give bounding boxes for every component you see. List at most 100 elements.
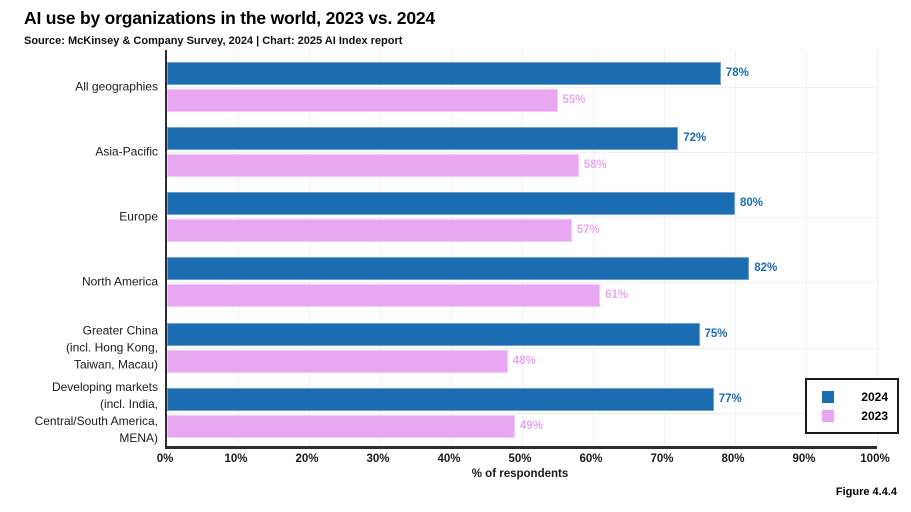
bar-value: 49 bbox=[519, 420, 533, 432]
gridline-vertical bbox=[592, 50, 594, 446]
bar-2024 bbox=[167, 192, 735, 215]
gridline-horizontal bbox=[167, 87, 877, 88]
bar-value-label: 77% bbox=[719, 388, 742, 411]
legend-label: 2023 bbox=[861, 408, 888, 423]
bar-2024 bbox=[167, 127, 679, 150]
figure-caption: Figure 4.4.4 bbox=[835, 486, 897, 498]
bar-2023 bbox=[167, 284, 601, 307]
bar-value-suffix: % bbox=[532, 420, 543, 432]
x-tick-label: 70% bbox=[650, 453, 674, 465]
chart-subtitle: Source: McKinsey & Company Survey, 2024 … bbox=[24, 35, 403, 47]
gridline-vertical bbox=[521, 50, 523, 446]
category-label-line: Central/South America, bbox=[34, 414, 158, 428]
bar-2023 bbox=[167, 415, 515, 438]
bar-value-label: 49% bbox=[520, 415, 543, 438]
plot-area: 78% 55% 72% 58% 80% 57% 82% 61% 75% 48% 77% 49% bbox=[165, 50, 878, 449]
bar-value: 72 bbox=[683, 132, 696, 144]
category-label-line: North America bbox=[81, 274, 158, 289]
category-label-line: Europe bbox=[119, 209, 158, 224]
x-tick-label: 0% bbox=[156, 453, 174, 465]
bar-value: 58 bbox=[583, 159, 597, 171]
bar-value-suffix: % bbox=[596, 159, 607, 171]
category-label: Developing markets (incl. India, Central/S… bbox=[0, 379, 158, 447]
x-tick-label: 50% bbox=[508, 453, 532, 465]
bar-value: 80 bbox=[740, 197, 753, 209]
gridline-vertical bbox=[308, 50, 310, 446]
gridline-vertical bbox=[663, 50, 665, 446]
legend-row: 2023 bbox=[816, 406, 888, 425]
bar-2023 bbox=[167, 350, 508, 373]
bar-value-suffix: % bbox=[731, 393, 742, 405]
x-axis-label: % of respondents bbox=[471, 468, 569, 480]
legend-swatch-2023 bbox=[822, 409, 834, 422]
bar-value-suffix: % bbox=[752, 197, 764, 209]
category-label-line: Taiwan, Macau) bbox=[73, 357, 158, 372]
gridline-vertical bbox=[379, 50, 381, 446]
bar-value-label: 72% bbox=[683, 127, 706, 150]
bar-value: 61 bbox=[605, 289, 618, 301]
gridline-horizontal bbox=[167, 348, 877, 349]
bar-value-suffix: % bbox=[575, 94, 586, 106]
legend: 2024 2023 bbox=[805, 378, 899, 434]
bar-value: 57 bbox=[576, 224, 590, 236]
bar-value-label: 82% bbox=[754, 257, 777, 280]
bar-value-suffix: % bbox=[617, 289, 629, 301]
bar-value: 48 bbox=[512, 355, 526, 367]
chart-title: AI use by organizations in the world, 20… bbox=[24, 8, 435, 28]
bar-value-suffix: % bbox=[738, 67, 749, 79]
bar-value-label: 48% bbox=[513, 350, 536, 373]
bar-2023 bbox=[167, 219, 572, 242]
category-label-line: Asia-Pacific bbox=[95, 144, 158, 159]
bar-2023 bbox=[167, 154, 579, 177]
bar-value-suffix: % bbox=[525, 355, 536, 367]
x-tick-label: 80% bbox=[721, 453, 745, 465]
bar-value-label: 55% bbox=[563, 89, 586, 112]
category-label: Greater China (incl. Hong Kong, Taiwan, Ma… bbox=[0, 322, 158, 373]
bar-value-suffix: % bbox=[589, 224, 600, 236]
category-label-line: Developing markets bbox=[51, 380, 158, 394]
category-label: Asia-Pacific bbox=[0, 143, 158, 160]
bar-value: 75 bbox=[704, 328, 718, 340]
bar-value: 82 bbox=[754, 262, 767, 274]
category-label-line: (incl. India, bbox=[99, 397, 158, 411]
bar-value-suffix: % bbox=[695, 132, 707, 144]
bar-2023 bbox=[167, 89, 558, 112]
category-label: North America bbox=[0, 274, 158, 291]
gridline-vertical bbox=[450, 50, 452, 446]
x-tick-label: 40% bbox=[437, 453, 461, 465]
gridline-horizontal bbox=[167, 282, 877, 283]
gridline-vertical bbox=[876, 50, 878, 446]
bar-2024 bbox=[167, 62, 721, 85]
bar-value: 55 bbox=[562, 94, 576, 106]
bar-2024 bbox=[167, 323, 700, 346]
bar-value: 77 bbox=[718, 393, 732, 405]
gridline-horizontal bbox=[167, 413, 877, 414]
bar-value-label: 57% bbox=[577, 219, 600, 242]
x-tick-label: 60% bbox=[579, 453, 603, 465]
bar-value-label: 58% bbox=[584, 154, 607, 177]
category-labels: All geographies Asia-Pacific Europe North A… bbox=[0, 50, 158, 446]
legend-swatch-2024 bbox=[822, 390, 834, 403]
bar-2024 bbox=[167, 257, 750, 280]
category-label-line: All geographies bbox=[75, 79, 158, 93]
bar-value: 78 bbox=[725, 67, 739, 79]
bar-value-suffix: % bbox=[766, 262, 778, 274]
gridline-vertical bbox=[237, 50, 239, 446]
gridline-horizontal bbox=[167, 152, 877, 153]
bar-value-label: 80% bbox=[740, 192, 763, 215]
x-tick-label: 20% bbox=[295, 453, 319, 465]
category-label-line: Greater China bbox=[82, 323, 158, 338]
x-tick-label: 30% bbox=[366, 453, 390, 465]
category-label: All geographies bbox=[0, 78, 158, 95]
legend-row: 2024 bbox=[816, 387, 888, 406]
bar-value-label: 75% bbox=[705, 323, 728, 346]
category-label-line: (incl. Hong Kong, bbox=[65, 340, 158, 355]
x-tick-label: 10% bbox=[224, 453, 248, 465]
bar-value-label: 61% bbox=[605, 284, 628, 307]
bar-2024 bbox=[167, 388, 714, 411]
bar-value-suffix: % bbox=[717, 328, 728, 340]
legend-label: 2024 bbox=[861, 389, 888, 404]
gridline-vertical bbox=[734, 50, 736, 446]
x-tick-label: 90% bbox=[792, 453, 816, 465]
